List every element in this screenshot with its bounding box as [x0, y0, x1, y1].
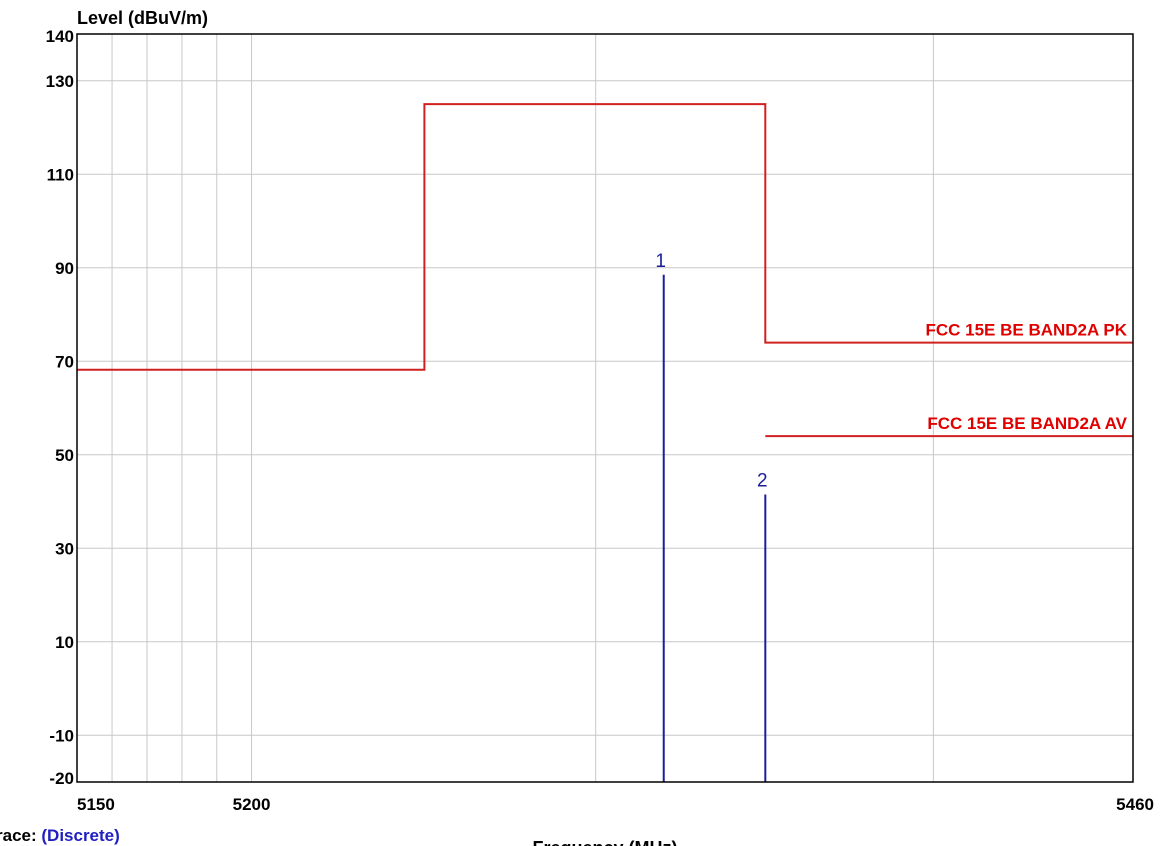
grid-lines: [76, 34, 1134, 782]
x-axis-title: Frequency (MHz): [532, 838, 677, 846]
y-tick-label: 70: [55, 352, 74, 371]
pk-limit-line: [77, 103, 1133, 371]
trace-note: race: (Discrete): [0, 826, 120, 846]
marker-2-label: 2: [757, 470, 768, 491]
x-tick-label: 5150: [77, 795, 115, 814]
y-tick-label: 10: [55, 633, 74, 652]
x-tick-label: 5460: [1116, 795, 1154, 814]
y-tick-label: 30: [55, 539, 74, 558]
plot-frame: [76, 33, 1134, 783]
y-tick-label: 140: [46, 27, 74, 46]
marker-1-label: 1: [655, 251, 666, 272]
measurement-markers: 12: [655, 251, 768, 782]
av-limit-label: FCC 15E BE BAND2A AV: [927, 414, 1127, 433]
y-tick-label: 110: [47, 165, 74, 184]
y-tick-label: 50: [55, 446, 74, 465]
y-axis-title: Level (dBuV/m): [77, 8, 208, 28]
y-tick-label: 90: [55, 259, 74, 278]
trace-value[interactable]: (Discrete): [41, 826, 120, 845]
x-tick-label: 5200: [233, 795, 271, 814]
y-tick-label: 130: [46, 72, 74, 91]
limit-lines: FCC 15E BE BAND2A PK FCC 15E BE BAND2A AV: [77, 103, 1133, 438]
pk-limit-label: FCC 15E BE BAND2A PK: [925, 321, 1127, 340]
trace-prefix: race:: [0, 826, 37, 845]
y-tick-label: -20: [49, 769, 74, 788]
y-tick-label: -10: [49, 726, 74, 745]
